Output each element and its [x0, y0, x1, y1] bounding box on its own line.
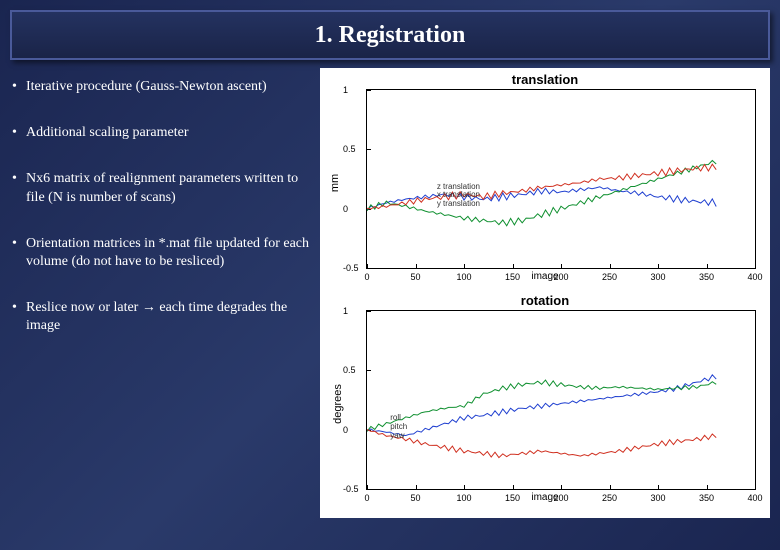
xtick-label: 300 [650, 493, 665, 503]
bullet-item: Additional scaling parameter [10, 124, 310, 142]
ytick-label: 1 [343, 85, 348, 95]
xtick-label: 150 [505, 493, 520, 503]
rotation-title: rotation [324, 293, 766, 308]
bullet-item: Orientation matrices in *.mat file updat… [10, 235, 310, 271]
translation-panel: translation mm 050100150200250300350400-… [324, 72, 766, 293]
ytick-label: -0.5 [343, 263, 359, 273]
chart-area: translation mm 050100150200250300350400-… [320, 68, 770, 518]
ytick-label: -0.5 [343, 484, 359, 494]
translation-ylabel: mm [329, 173, 341, 191]
xtick-label: 350 [699, 272, 714, 282]
bullet-item: Iterative procedure (Gauss-Newton ascent… [10, 78, 310, 96]
xtick-label: 200 [553, 272, 568, 282]
xtick-label: 150 [505, 272, 520, 282]
title-bar: 1. Registration [10, 10, 770, 60]
ytick-label: 1 [343, 306, 348, 316]
xtick-label: 250 [602, 272, 617, 282]
bullet-item: Reslice now or later → each time degrade… [10, 299, 310, 335]
legend-item: yaw [390, 432, 407, 441]
legend-item: y translation [437, 200, 480, 209]
legend: rollpitchyaw [390, 414, 407, 440]
series-green [367, 380, 716, 431]
slide-title: 1. Registration [315, 22, 466, 49]
ytick-label: 0 [343, 204, 348, 214]
xtick-label: 400 [747, 493, 762, 503]
xtick-label: 100 [456, 493, 471, 503]
ytick-label: 0 [343, 425, 348, 435]
xtick-label: 250 [602, 493, 617, 503]
xtick-label: 300 [650, 272, 665, 282]
xtick-label: 350 [699, 493, 714, 503]
ytick-label: 0.5 [343, 144, 356, 154]
content-row: Iterative procedure (Gauss-Newton ascent… [0, 68, 780, 528]
ytick-label: 0.5 [343, 365, 356, 375]
xtick-label: 0 [364, 272, 369, 282]
xtick-label: 0 [364, 493, 369, 503]
translation-plot: 050100150200250300350400-0.500.51z trans… [366, 89, 756, 269]
rotation-ylabel: degrees [332, 384, 344, 424]
xtick-label: 100 [456, 272, 471, 282]
series-red [367, 429, 716, 457]
rotation-panel: rotation degrees 05010015020025030035040… [324, 293, 766, 514]
legend: z translationx translationy translation [437, 183, 480, 209]
xtick-label: 400 [747, 272, 762, 282]
bullet-item: Nx6 matrix of realignment parameters wri… [10, 170, 310, 206]
xtick-label: 200 [553, 493, 568, 503]
series-red [367, 164, 716, 209]
xtick-label: 50 [410, 493, 420, 503]
bullet-list: Iterative procedure (Gauss-Newton ascent… [10, 68, 310, 518]
rotation-plot: 050100150200250300350400-0.500.51rollpit… [366, 310, 756, 490]
translation-title: translation [324, 72, 766, 87]
series-blue [367, 187, 716, 211]
xtick-label: 50 [410, 272, 420, 282]
